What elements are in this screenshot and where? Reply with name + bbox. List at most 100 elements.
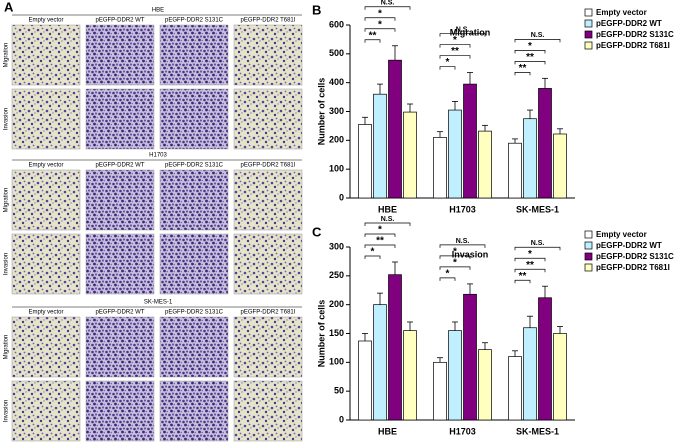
bar xyxy=(403,111,417,199)
micrograph xyxy=(11,380,81,442)
error-bar xyxy=(392,261,398,275)
group-title: HBE xyxy=(152,8,164,14)
x-tick-label: H1703 xyxy=(449,204,476,214)
y-axis-label: Number of cells xyxy=(316,300,326,368)
significance-bracket xyxy=(514,268,546,273)
bar xyxy=(538,88,552,199)
error-bar xyxy=(542,285,548,298)
row-label: Invasion xyxy=(4,253,10,275)
column-header: pEGFP-DDR2 T681I xyxy=(241,163,296,169)
significance-bracket xyxy=(439,55,471,59)
legend-label: Empty vector xyxy=(596,8,647,17)
error-bar xyxy=(377,83,383,95)
micrograph xyxy=(85,233,155,295)
significance-label: * xyxy=(528,249,532,260)
column-header: pEGFP-DDR2 S131C xyxy=(165,163,224,169)
micrograph xyxy=(159,24,229,86)
significance-label: * xyxy=(453,35,457,46)
y-tick-label: 0 xyxy=(339,414,344,424)
significance-label: ** xyxy=(519,271,527,282)
column-header: Empty vector xyxy=(28,18,63,24)
bar xyxy=(403,330,417,421)
significance-label: * xyxy=(378,19,382,30)
error-bar xyxy=(527,315,533,328)
error-bar xyxy=(482,124,488,132)
micrograph xyxy=(85,316,155,378)
error-bar xyxy=(557,326,563,334)
error-bar xyxy=(482,342,488,350)
bar xyxy=(373,93,387,199)
significance-label: * xyxy=(446,57,450,68)
bar xyxy=(508,142,522,199)
significance-label: N.S. xyxy=(381,216,395,223)
error-bar xyxy=(452,321,458,331)
significance-label: ** xyxy=(526,52,534,63)
legend-swatch xyxy=(584,41,593,50)
y-tick-label: 300 xyxy=(329,106,344,116)
significance-label: ** xyxy=(519,63,527,74)
significance-label: ** xyxy=(376,236,384,247)
panel-letter: B xyxy=(312,2,321,17)
legend-label: pEGFP-DDR2 S131C xyxy=(596,30,674,39)
micrograph xyxy=(11,169,81,231)
error-bar xyxy=(377,292,383,305)
error-bar xyxy=(452,101,458,111)
bar xyxy=(358,124,372,199)
error-bar xyxy=(362,116,368,125)
error-bar xyxy=(512,138,518,144)
significance-label: ** xyxy=(451,46,459,57)
error-bar xyxy=(467,72,473,85)
column-header: pEGFP-DDR2 S131C xyxy=(165,18,224,24)
significance-label: * xyxy=(453,247,457,258)
micrograph xyxy=(159,233,229,295)
micrograph xyxy=(159,380,229,442)
bar xyxy=(433,137,447,199)
significance-bracket xyxy=(514,257,546,262)
bar xyxy=(358,340,372,421)
micrograph xyxy=(159,169,229,231)
significance-bracket xyxy=(439,266,471,270)
significance-label: * xyxy=(378,8,382,19)
y-tick-label: 100 xyxy=(329,164,344,174)
x-tick-label: HBE xyxy=(378,426,397,436)
micrograph xyxy=(11,88,81,150)
column-header: pEGFP-DDR2 WT xyxy=(95,310,144,316)
significance-bracket xyxy=(514,71,531,76)
bar xyxy=(538,297,552,421)
significance-bracket xyxy=(514,60,546,65)
significance-bracket xyxy=(439,66,456,70)
bar xyxy=(448,330,462,421)
micrograph xyxy=(85,169,155,231)
bar xyxy=(478,349,492,421)
row-label: Invasion xyxy=(4,108,10,130)
significance-bracket xyxy=(364,39,381,43)
significance-bracket xyxy=(514,38,561,43)
significance-bracket xyxy=(439,33,486,37)
chart-title: Migration xyxy=(450,27,491,37)
significance-label: N.S. xyxy=(531,32,545,39)
error-bar xyxy=(437,131,443,138)
y-tick-label: 250 xyxy=(329,270,344,280)
significance-label: * xyxy=(378,225,382,236)
group-title: H1703 xyxy=(149,153,167,159)
error-bar xyxy=(407,103,413,113)
micrograph xyxy=(233,88,303,150)
bar xyxy=(448,109,462,199)
micrograph xyxy=(11,24,81,86)
significance-bracket xyxy=(364,6,411,10)
micrograph xyxy=(11,233,81,295)
significance-bracket xyxy=(514,49,546,54)
legend-swatch xyxy=(584,19,593,28)
significance-label: N.S. xyxy=(456,238,470,245)
significance-bracket xyxy=(439,255,471,259)
error-bar xyxy=(512,350,518,357)
significance-bracket xyxy=(439,277,456,281)
legend-label: pEGFP-DDR2 WT xyxy=(596,19,662,28)
panel-letter: A xyxy=(4,0,14,14)
micrograph xyxy=(159,88,229,150)
panel-letter: C xyxy=(312,224,322,239)
legend-label: Empty vector xyxy=(596,230,647,239)
bar xyxy=(508,356,522,421)
group-title: SK-MES-1 xyxy=(144,300,173,306)
